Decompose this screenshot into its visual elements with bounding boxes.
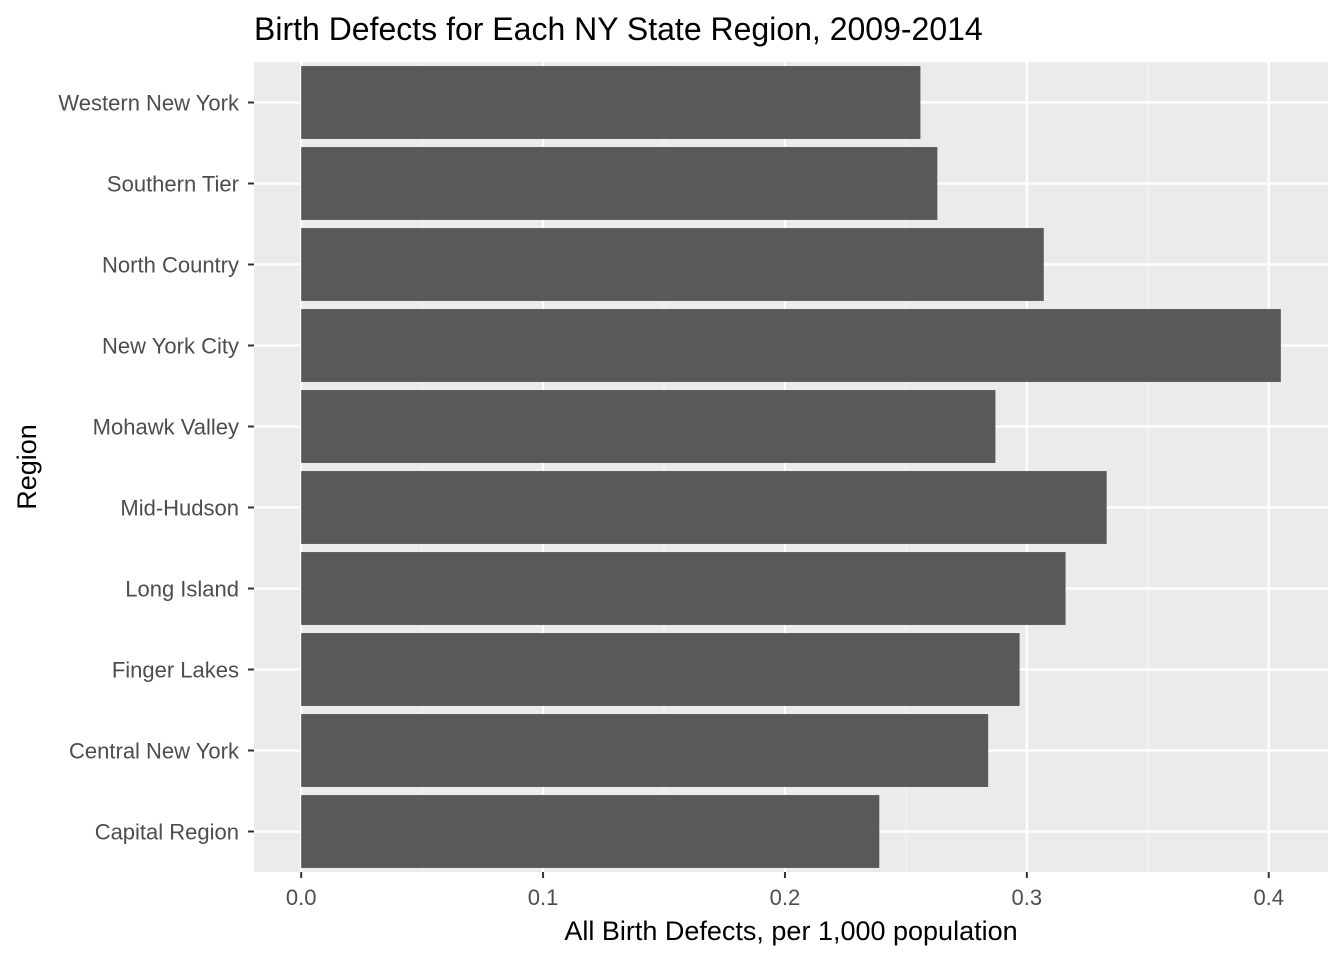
bar xyxy=(301,309,1281,382)
y-tick-label: Central New York xyxy=(69,739,240,764)
bar xyxy=(301,390,996,463)
y-tick-label: New York City xyxy=(102,334,239,359)
bar xyxy=(301,714,989,787)
x-tick-label: 0.4 xyxy=(1253,885,1284,910)
bar xyxy=(301,66,921,139)
y-tick-label: Capital Region xyxy=(95,820,239,845)
y-tick-label: Mid-Hudson xyxy=(120,496,239,521)
bar xyxy=(301,633,1020,706)
y-tick-label: Southern Tier xyxy=(107,172,239,197)
bar xyxy=(301,228,1044,301)
y-tick-label: Finger Lakes xyxy=(112,658,239,683)
y-axis-title: Region xyxy=(12,424,42,510)
x-axis: 0.0 0.1 0.2 0.3 0.4 xyxy=(286,872,1284,910)
x-tick-label: 0.1 xyxy=(528,885,559,910)
x-tick-label: 0.2 xyxy=(770,885,801,910)
y-tick-label: Mohawk Valley xyxy=(93,415,239,440)
x-axis-title: All Birth Defects, per 1,000 population xyxy=(564,916,1017,946)
y-axis: Capital Region Central New York Finger Lak… xyxy=(58,91,254,845)
x-tick-label: 0.3 xyxy=(1012,885,1043,910)
bar xyxy=(301,552,1066,625)
bars xyxy=(301,66,1281,868)
chart-title: Birth Defects for Each NY State Region, … xyxy=(254,11,983,47)
bar xyxy=(301,147,938,220)
bar xyxy=(301,795,880,868)
y-tick-label: Long Island xyxy=(125,577,239,602)
x-tick-label: 0.0 xyxy=(286,885,317,910)
y-tick-label: Western New York xyxy=(58,91,240,116)
y-tick-label: North Country xyxy=(102,253,239,278)
bar xyxy=(301,471,1107,544)
